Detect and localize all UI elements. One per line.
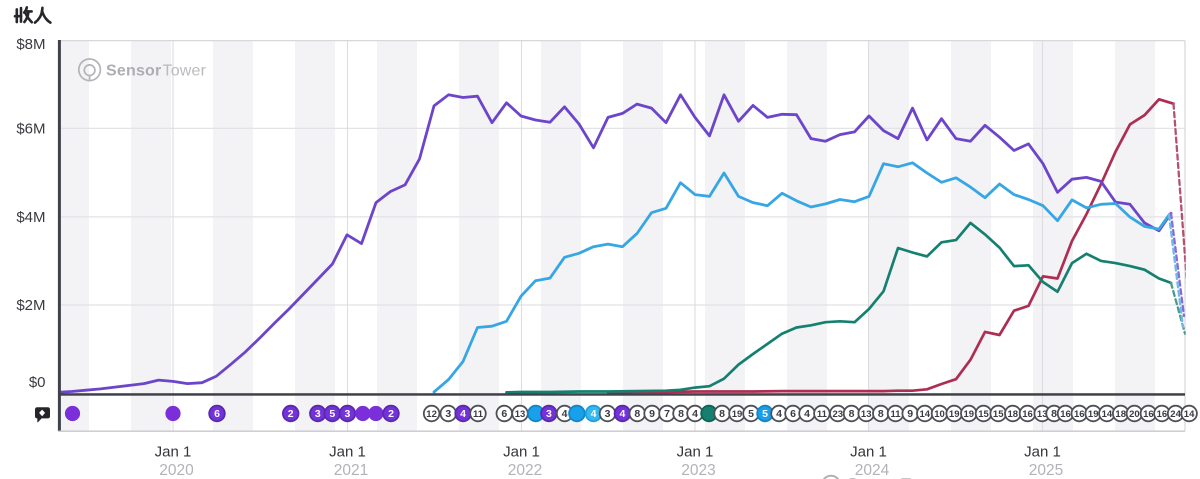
svg-text:3: 3 [445,408,451,420]
svg-text:2020: 2020 [159,462,194,479]
svg-text:9: 9 [649,408,655,420]
svg-text:2021: 2021 [334,462,368,479]
svg-text:16: 16 [1022,409,1033,420]
svg-text:13: 13 [861,409,872,420]
svg-text:Jan 1: Jan 1 [503,444,540,461]
svg-text:16: 16 [1074,409,1085,420]
svg-text:19: 19 [1088,409,1099,420]
svg-text:6: 6 [214,408,220,420]
svg-text:14: 14 [1184,409,1195,420]
svg-text:Jan 1: Jan 1 [329,444,366,461]
svg-text:5: 5 [762,408,768,420]
svg-text:11: 11 [890,409,901,420]
svg-text:4: 4 [776,408,782,420]
svg-text:16: 16 [1060,409,1071,420]
svg-text:20: 20 [1129,409,1140,420]
svg-text:11: 11 [473,409,484,420]
svg-text:3: 3 [315,408,321,420]
svg-text:4: 4 [804,408,810,420]
svg-text:8: 8 [678,408,684,420]
svg-text:4: 4 [562,408,568,420]
svg-text:3: 3 [605,408,611,420]
svg-text:14: 14 [1102,409,1113,420]
svg-text:Jan 1: Jan 1 [677,444,714,461]
svg-text:18: 18 [1008,409,1019,420]
svg-text:$0: $0 [29,374,46,391]
svg-text:19: 19 [964,409,975,420]
svg-text:9: 9 [907,408,913,420]
svg-text:Sensor: Sensor [847,476,904,479]
svg-text:16: 16 [1143,409,1154,420]
svg-text:$4M: $4M [16,209,45,226]
svg-text:Sensor: Sensor [106,63,161,80]
svg-text:2: 2 [388,408,394,420]
svg-text:4: 4 [460,408,466,420]
svg-text:4: 4 [619,408,625,420]
svg-text:19: 19 [732,409,743,420]
svg-text:11: 11 [817,409,828,420]
svg-text:8: 8 [849,408,855,420]
svg-text:Tower: Tower [901,476,946,479]
svg-text:Tower: Tower [163,63,207,80]
svg-text:2024: 2024 [855,462,890,479]
svg-text:4: 4 [692,408,698,420]
svg-text:4: 4 [591,408,597,420]
svg-text:23: 23 [833,409,844,420]
svg-text:16: 16 [1157,409,1168,420]
svg-text:14: 14 [920,409,931,420]
svg-text:15: 15 [993,409,1004,420]
svg-text:13: 13 [1037,409,1048,420]
svg-text:24: 24 [1170,409,1181,420]
svg-text:$6M: $6M [16,121,45,138]
svg-text:3: 3 [344,408,350,420]
svg-text:Jan 1: Jan 1 [155,444,192,461]
svg-text:15: 15 [978,409,989,420]
svg-text:Jan 1: Jan 1 [850,444,887,461]
svg-text:Jan 1: Jan 1 [1024,444,1061,461]
svg-text:6: 6 [501,408,507,420]
svg-text:5: 5 [329,408,335,420]
svg-text:5: 5 [748,408,754,420]
svg-text:2025: 2025 [1029,462,1063,479]
svg-text:12: 12 [426,409,437,420]
svg-text:10: 10 [934,409,945,420]
svg-text:19: 19 [949,409,960,420]
svg-text:8: 8 [878,408,884,420]
svg-text:13: 13 [515,409,526,420]
svg-text:7: 7 [664,408,670,420]
svg-text:3: 3 [546,408,552,420]
svg-text:2023: 2023 [681,462,715,479]
svg-text:8: 8 [719,408,725,420]
svg-text:8: 8 [634,408,640,420]
svg-text:8: 8 [1051,408,1057,420]
svg-text:6: 6 [790,408,796,420]
svg-text:18: 18 [1115,409,1126,420]
svg-text:2022: 2022 [508,462,542,479]
svg-text:2: 2 [288,408,294,420]
svg-text:$8M: $8M [16,36,45,53]
svg-text:$2M: $2M [16,297,45,314]
